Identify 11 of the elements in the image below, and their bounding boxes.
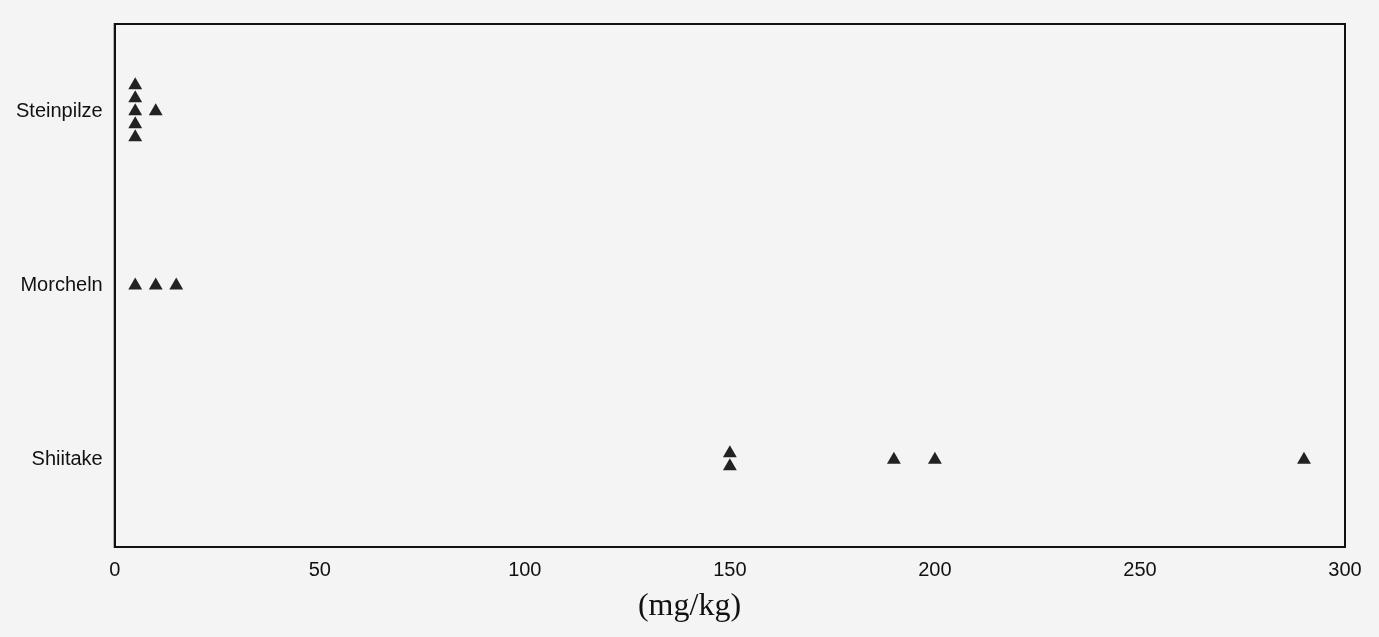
x-axis-title: (mg/kg) <box>636 586 743 623</box>
y-tick-label: Steinpilze <box>16 98 103 121</box>
x-tick-label: 0 <box>109 557 121 580</box>
y-tick-label: Morcheln <box>20 273 103 296</box>
x-tick-label: 200 <box>918 557 952 580</box>
x-tick-label: 250 <box>1123 557 1157 580</box>
x-tick-label: 100 <box>508 557 542 580</box>
x-tick-label: 300 <box>1328 557 1362 580</box>
y-tick-label: Shiitake <box>31 447 103 470</box>
x-tick-label: 50 <box>308 557 331 580</box>
x-tick-label: 150 <box>713 557 747 580</box>
